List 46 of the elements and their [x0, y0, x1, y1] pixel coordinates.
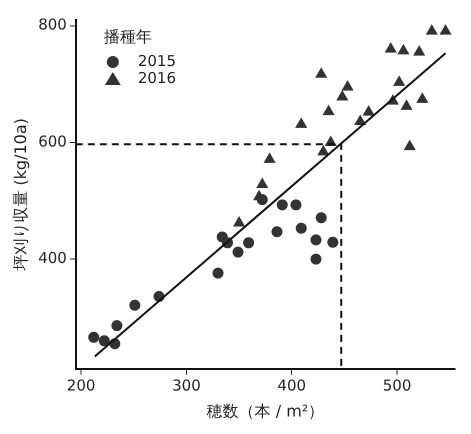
- point: [315, 67, 328, 78]
- legend-label: 2015: [138, 52, 176, 70]
- point: [256, 177, 268, 188]
- x-tick-label: 200: [66, 376, 96, 395]
- point: [327, 236, 338, 248]
- point: [404, 140, 416, 150]
- legend-label: 2016: [138, 68, 176, 87]
- legend-title: 播種年: [104, 27, 152, 46]
- point: [322, 104, 335, 116]
- point: [397, 44, 410, 54]
- x-tick-label: 400: [277, 376, 306, 395]
- y-axis-title: 坪刈り収量 (kg/10a): [10, 118, 30, 272]
- x-tick-label: 300: [172, 376, 201, 395]
- point: [233, 216, 246, 226]
- x-tick-label: 500: [382, 376, 412, 395]
- point: [316, 212, 327, 224]
- point: [243, 237, 254, 248]
- point: [336, 90, 348, 100]
- point: [362, 105, 375, 116]
- point: [310, 254, 322, 265]
- y-tick-label: 400: [38, 249, 67, 268]
- point: [276, 199, 288, 210]
- y-tick-label: 600: [38, 132, 67, 150]
- point: [290, 199, 302, 210]
- point: [88, 332, 100, 343]
- point: [413, 45, 426, 56]
- point: [129, 300, 140, 311]
- point: [310, 234, 322, 246]
- point: [212, 268, 224, 279]
- point: [317, 144, 330, 156]
- y-tick-label: 800: [38, 16, 67, 34]
- point: [393, 75, 406, 86]
- point: [400, 99, 413, 110]
- point: [426, 24, 438, 35]
- point: [416, 92, 428, 103]
- point: [342, 80, 354, 91]
- point: [272, 226, 282, 238]
- point: [98, 335, 110, 346]
- point: [295, 117, 308, 128]
- point: [111, 320, 122, 332]
- point: [264, 152, 276, 163]
- point: [232, 246, 244, 258]
- point: [384, 42, 397, 53]
- point: [439, 24, 452, 35]
- point: [296, 222, 307, 234]
- x-axis-title: 穂数（本 / m²）: [206, 402, 324, 421]
